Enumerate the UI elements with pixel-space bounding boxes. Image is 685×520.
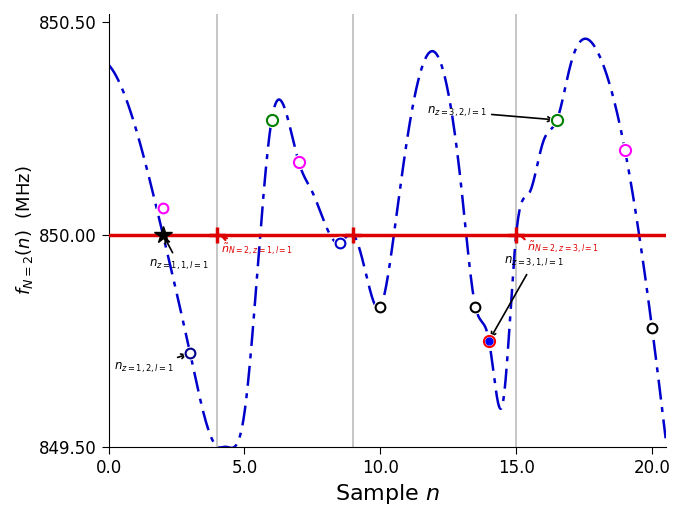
Text: $\tilde{n}_{N=2,z=3,l=1}$: $\tilde{n}_{N=2,z=3,l=1}$	[521, 235, 599, 256]
Y-axis label: $f_{N=2}(n)$  (MHz): $f_{N=2}(n)$ (MHz)	[14, 165, 35, 295]
X-axis label: Sample $n$: Sample $n$	[334, 482, 440, 506]
Text: $n_{z=1,2,l=1}$: $n_{z=1,2,l=1}$	[114, 354, 186, 375]
Text: $n_{z=1,1,l=1}$: $n_{z=1,1,l=1}$	[149, 239, 209, 272]
Text: $\tilde{n}_{N=2,z=1,l=1}$: $\tilde{n}_{N=2,z=1,l=1}$	[221, 236, 293, 258]
Text: $n_{z=3,1,l=1}$: $n_{z=3,1,l=1}$	[491, 255, 564, 336]
Text: $n_{z=3,2,l=1}$: $n_{z=3,2,l=1}$	[427, 105, 552, 122]
